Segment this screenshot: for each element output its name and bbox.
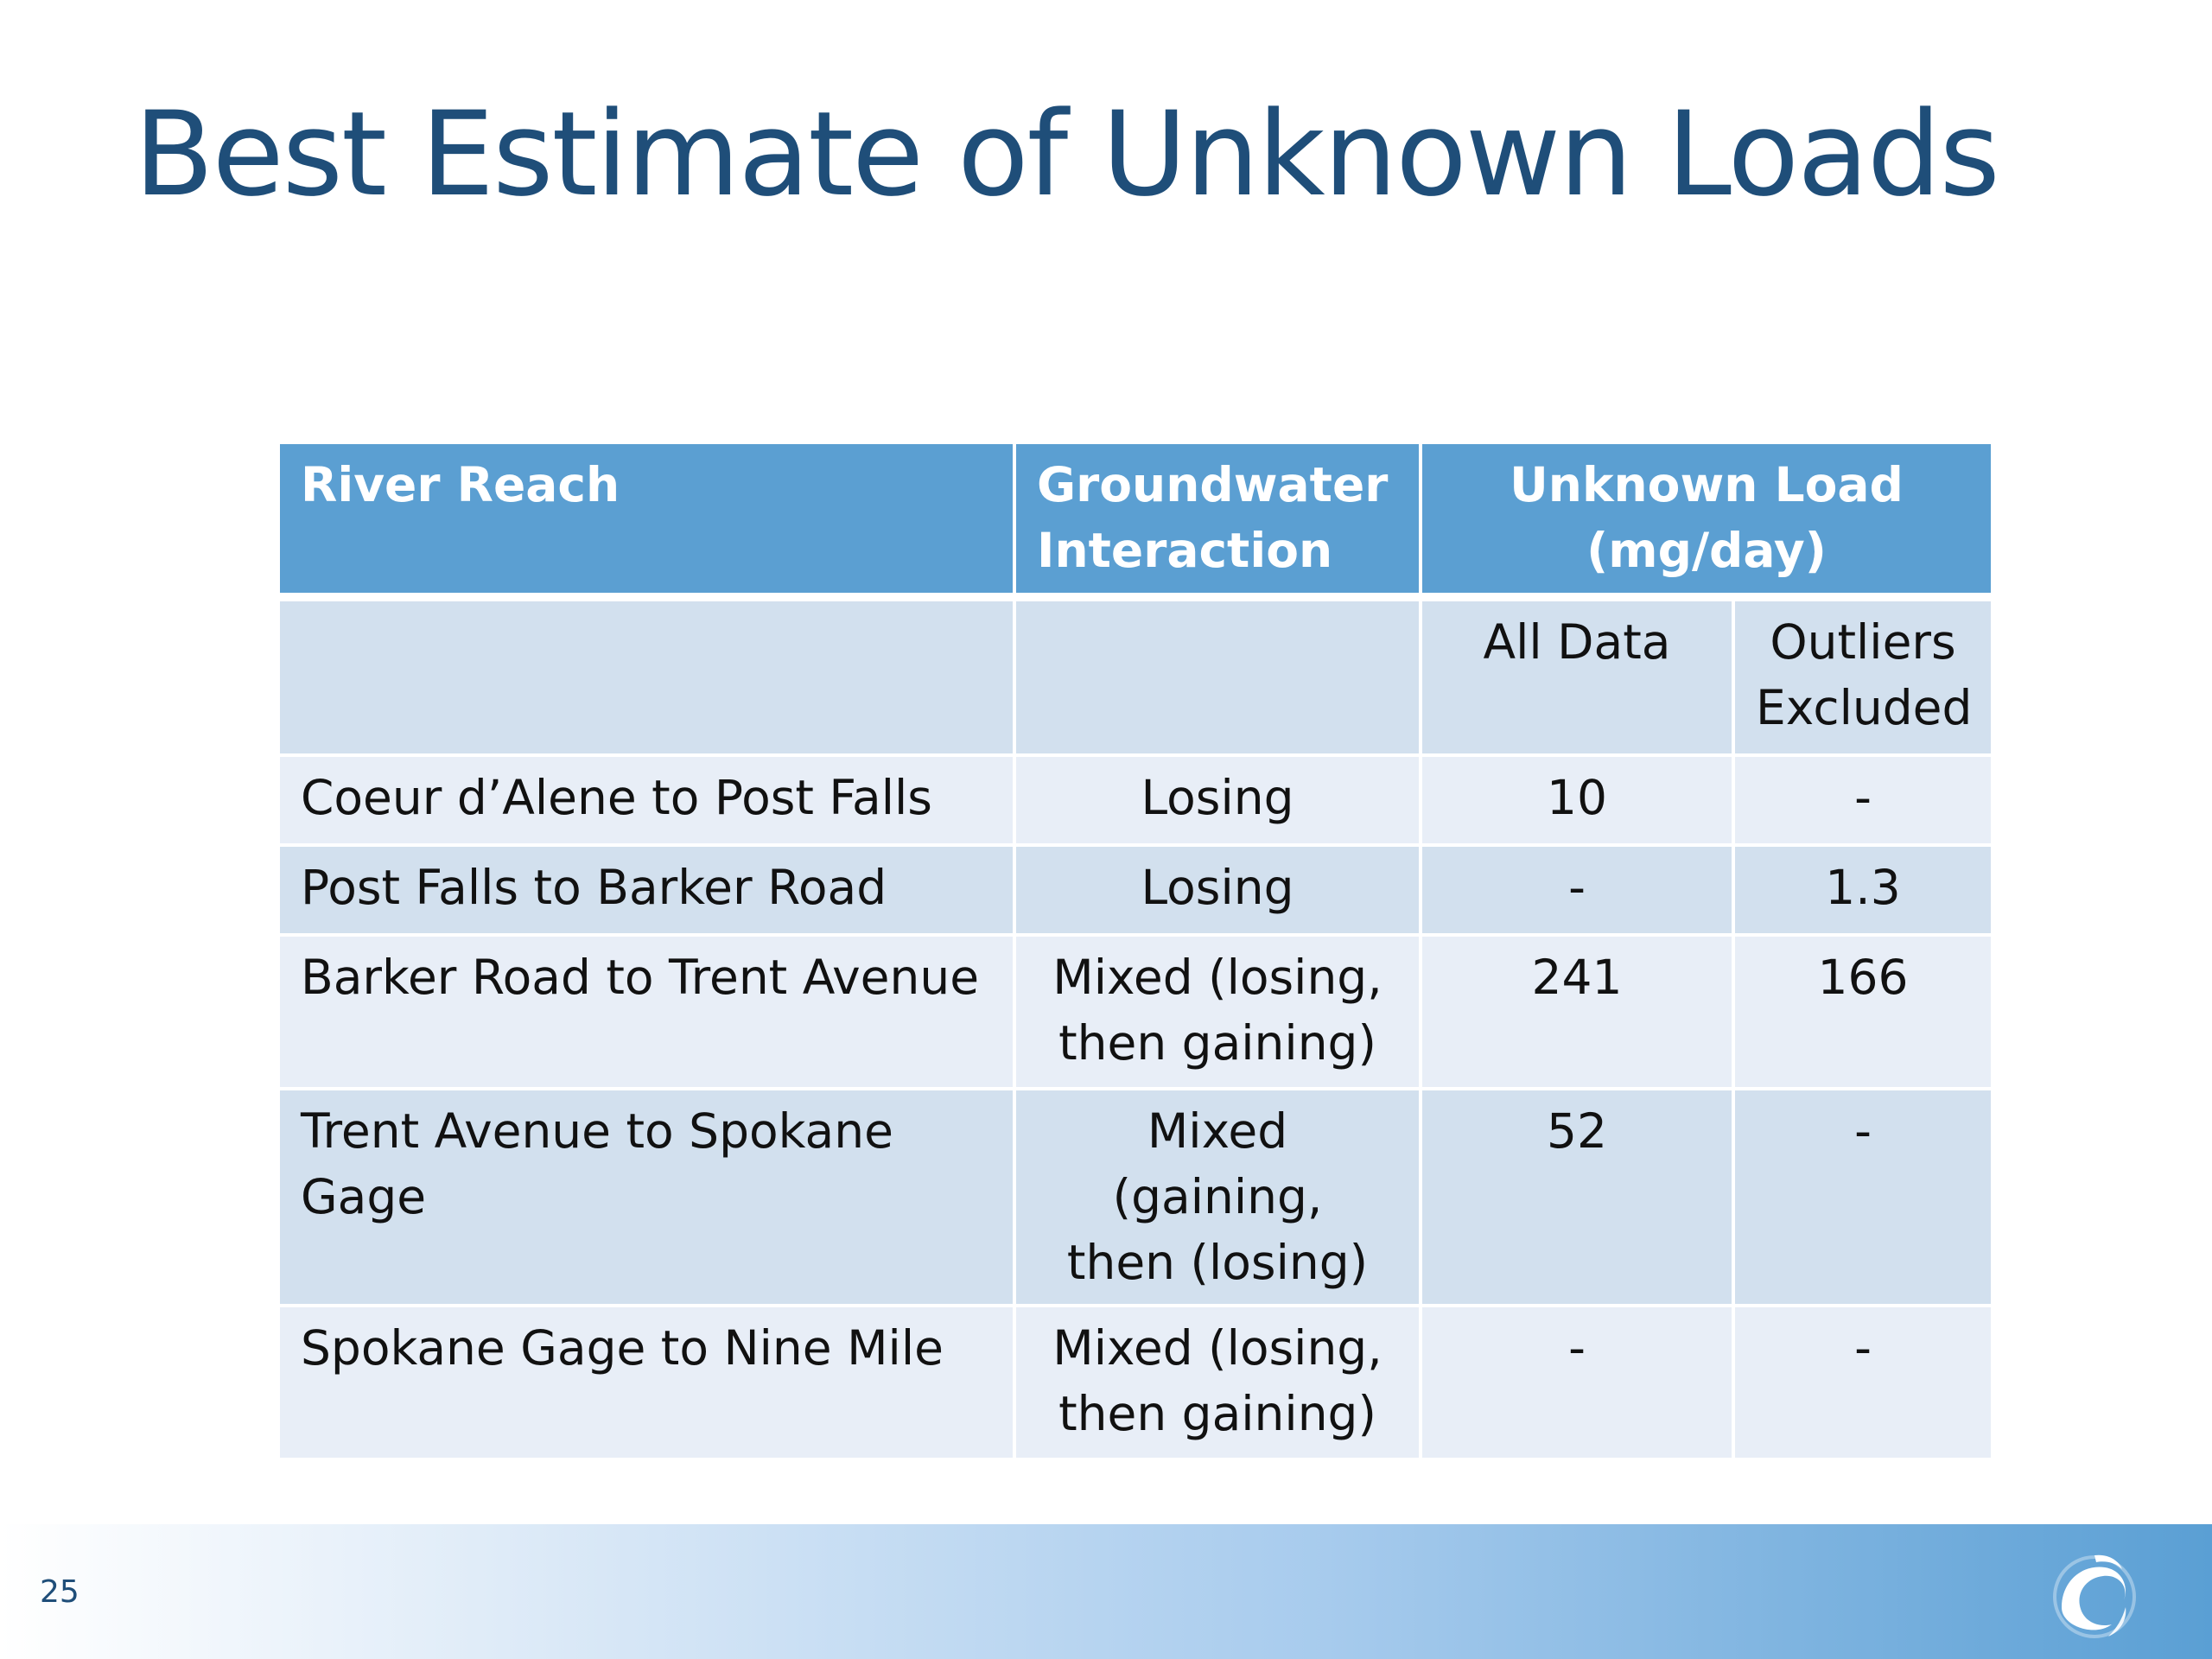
header-groundwater-line1: Groundwater bbox=[1037, 457, 1389, 512]
cell-groundwater: Losing bbox=[1016, 846, 1419, 933]
subheader-empty-groundwater bbox=[1016, 601, 1419, 753]
cell-groundwater: Losing bbox=[1016, 756, 1419, 843]
cell-groundwater-line1: Mixed (gaining, bbox=[1112, 1103, 1323, 1224]
cell-all-data: 10 bbox=[1422, 756, 1732, 843]
header-unknown-load: Unknown Load (mg/day) bbox=[1422, 444, 1992, 598]
cell-river-reach: Barker Road to Trent Avenue bbox=[280, 936, 1013, 1087]
subheader-all-data: All Data bbox=[1422, 601, 1732, 753]
cell-all-data: 241 bbox=[1422, 936, 1732, 1087]
cell-outliers-excluded: 166 bbox=[1735, 936, 1992, 1087]
cell-river-reach: Coeur d’Alene to Post Falls bbox=[280, 756, 1013, 843]
table-header-row: River Reach Groundwater Interaction Unkn… bbox=[280, 444, 1992, 598]
cell-all-data: - bbox=[1422, 1307, 1732, 1459]
table-row: Coeur d’Alene to Post Falls Losing 10 - bbox=[280, 756, 1992, 843]
cell-groundwater: Mixed (gaining, then (losing) bbox=[1016, 1090, 1419, 1305]
table-subheader-row: All Data Outliers Excluded bbox=[280, 601, 1992, 753]
slide-number: 25 bbox=[40, 1574, 79, 1610]
subheader-outliers-line2: Excluded bbox=[1756, 679, 1973, 735]
header-groundwater-line2: Interaction bbox=[1037, 522, 1333, 578]
header-river-reach: River Reach bbox=[280, 444, 1013, 598]
subheader-outliers-excluded: Outliers Excluded bbox=[1735, 601, 1992, 753]
header-groundwater-interaction: Groundwater Interaction bbox=[1016, 444, 1419, 598]
subheader-empty-reach bbox=[280, 601, 1013, 753]
table-row: Barker Road to Trent Avenue Mixed (losin… bbox=[280, 936, 1992, 1087]
cell-groundwater-line1: Losing bbox=[1141, 769, 1294, 825]
table-row: Trent Avenue to Spokane Gage Mixed (gain… bbox=[280, 1090, 1992, 1305]
table-row: Spokane Gage to Nine Mile Mixed (losing,… bbox=[280, 1307, 1992, 1459]
cell-groundwater-line2: then gaining) bbox=[1058, 1386, 1376, 1442]
cell-river-reach: Spokane Gage to Nine Mile bbox=[280, 1307, 1013, 1459]
slide-title: Best Estimate of Unknown Loads bbox=[134, 86, 2000, 222]
swirl-logo-icon bbox=[2043, 1543, 2146, 1647]
subheader-outliers-line1: Outliers bbox=[1770, 613, 1956, 670]
cell-groundwater-line1: Mixed (losing, bbox=[1052, 949, 1382, 1005]
cell-all-data: - bbox=[1422, 846, 1732, 933]
cell-groundwater: Mixed (losing, then gaining) bbox=[1016, 1307, 1419, 1459]
cell-river-reach: Post Falls to Barker Road bbox=[280, 846, 1013, 933]
cell-outliers-excluded: 1.3 bbox=[1735, 846, 1992, 933]
cell-outliers-excluded: - bbox=[1735, 756, 1992, 843]
cell-groundwater-line1: Losing bbox=[1141, 859, 1294, 915]
header-load-line2: (mg/day) bbox=[1586, 522, 1827, 578]
cell-all-data: 52 bbox=[1422, 1090, 1732, 1305]
cell-river-reach: Trent Avenue to Spokane Gage bbox=[280, 1090, 1013, 1305]
footer-band bbox=[0, 1524, 2212, 1659]
cell-outliers-excluded: - bbox=[1735, 1090, 1992, 1305]
header-load-line1: Unknown Load bbox=[1510, 457, 1904, 512]
cell-groundwater-line2: then (losing) bbox=[1066, 1234, 1369, 1290]
cell-outliers-excluded: - bbox=[1735, 1307, 1992, 1459]
unknown-loads-table: River Reach Groundwater Interaction Unkn… bbox=[276, 441, 1994, 1461]
cell-groundwater-line1: Mixed (losing, bbox=[1052, 1320, 1382, 1376]
table-row: Post Falls to Barker Road Losing - 1.3 bbox=[280, 846, 1992, 933]
cell-groundwater-line2: then gaining) bbox=[1058, 1014, 1376, 1071]
cell-groundwater: Mixed (losing, then gaining) bbox=[1016, 936, 1419, 1087]
